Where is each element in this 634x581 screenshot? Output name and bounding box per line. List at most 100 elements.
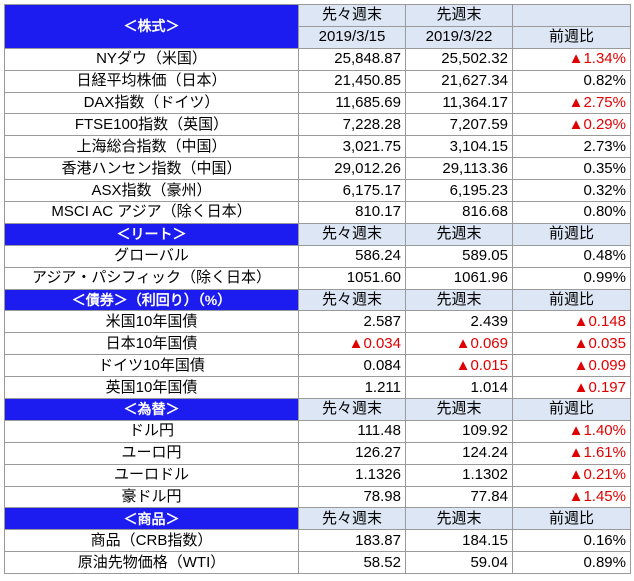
data-row: ユーロドル 1.1326 1.1302 ▲0.21% bbox=[4, 463, 631, 487]
value-cell: ▲0.148 bbox=[512, 310, 631, 334]
section-title: ＜債券＞（利回り）（%） bbox=[4, 288, 299, 312]
column-header: 前週比 bbox=[512, 288, 631, 312]
item-name: MSCI AC アジア（除く日本） bbox=[4, 201, 299, 224]
item-name: FTSE100指数（英国） bbox=[4, 113, 299, 137]
value-cell: 21,627.34 bbox=[405, 69, 513, 93]
value-cell: 124.24 bbox=[405, 441, 513, 465]
value-cell: 0.084 bbox=[298, 354, 406, 378]
data-row: アジア・パシフィック（除く日本） 1051.60 1061.96 0.99% bbox=[4, 266, 631, 290]
value-cell: ▲1.34% bbox=[512, 47, 631, 71]
value-cell: 0.89% bbox=[512, 551, 631, 575]
item-name: アジア・パシフィック（除く日本） bbox=[4, 266, 299, 290]
value-cell: 2.73% bbox=[512, 135, 631, 159]
item-name: ドイツ10年国債 bbox=[4, 354, 299, 378]
value-cell: 11,685.69 bbox=[298, 91, 406, 115]
value-cell: 78.98 bbox=[298, 485, 406, 509]
column-header: 前週比 bbox=[512, 507, 631, 531]
data-row: 米国10年国債 2.587 2.439 ▲0.148 bbox=[4, 310, 631, 334]
value-cell: 0.32% bbox=[512, 179, 631, 203]
value-cell: ▲1.61% bbox=[512, 441, 631, 465]
data-row: MSCI AC アジア（除く日本） 810.17 816.68 0.80% bbox=[4, 201, 631, 224]
item-name: NYダウ（米国） bbox=[4, 47, 299, 71]
column-header: 先々週末 bbox=[298, 288, 406, 312]
item-name: グローバル bbox=[4, 244, 299, 268]
value-cell: 3,021.75 bbox=[298, 135, 406, 159]
item-name: 原油先物価格（WTI） bbox=[4, 551, 299, 575]
column-header: 先々週末 bbox=[298, 398, 406, 421]
item-name: 日経平均株価（日本） bbox=[4, 69, 299, 93]
value-cell: 111.48 bbox=[298, 419, 406, 443]
value-cell: 11,364.17 bbox=[405, 91, 513, 115]
data-row: 日経平均株価（日本） 21,450.85 21,627.34 0.82% bbox=[4, 69, 631, 93]
value-cell: 58.52 bbox=[298, 551, 406, 575]
section-title: ＜株式＞ bbox=[4, 4, 299, 49]
data-row: 香港ハンセン指数（中国） 29,012.26 29,113.36 0.35% bbox=[4, 157, 631, 181]
data-row: 商品（CRB指数） 183.87 184.15 0.16% bbox=[4, 529, 631, 553]
value-cell: ▲0.099 bbox=[512, 354, 631, 378]
value-cell: 2.439 bbox=[405, 310, 513, 334]
column-header: 先週末 bbox=[405, 222, 513, 246]
value-cell: 1.1302 bbox=[405, 463, 513, 487]
item-name: DAX指数（ドイツ） bbox=[4, 91, 299, 115]
section-header-row: ＜リート＞ 先々週末 先週末 前週比 bbox=[4, 222, 631, 246]
column-header: 前週比 bbox=[512, 25, 631, 49]
value-cell: 816.68 bbox=[405, 201, 513, 224]
data-row: FTSE100指数（英国） 7,228.28 7,207.59 ▲0.29% bbox=[4, 113, 631, 137]
item-name: ASX指数（豪州） bbox=[4, 179, 299, 203]
column-header: 先週末 bbox=[405, 507, 513, 531]
value-cell: 1051.60 bbox=[298, 266, 406, 290]
item-name: 商品（CRB指数） bbox=[4, 529, 299, 553]
item-name: ドル円 bbox=[4, 419, 299, 443]
value-cell: 0.99% bbox=[512, 266, 631, 290]
value-cell: 184.15 bbox=[405, 529, 513, 553]
value-cell: 59.04 bbox=[405, 551, 513, 575]
value-cell: ▲0.034 bbox=[298, 332, 406, 356]
data-row: 豪ドル円 78.98 77.84 ▲1.45% bbox=[4, 485, 631, 509]
section-header-row: ＜株式＞ 先々週末 先週末 bbox=[4, 4, 631, 49]
value-cell: ▲0.015 bbox=[405, 354, 513, 378]
data-row: ドル円 111.48 109.92 ▲1.40% bbox=[4, 419, 631, 443]
value-cell: 183.87 bbox=[298, 529, 406, 553]
value-cell: 1061.96 bbox=[405, 266, 513, 290]
data-row: DAX指数（ドイツ） 11,685.69 11,364.17 ▲2.75% bbox=[4, 91, 631, 115]
item-name: 米国10年国債 bbox=[4, 310, 299, 334]
data-row: ドイツ10年国債 0.084 ▲0.015 ▲0.099 bbox=[4, 354, 631, 378]
value-cell: ▲2.75% bbox=[512, 91, 631, 115]
section-header-row: 2019/3/15 2019/3/22 前週比 bbox=[5, 25, 631, 49]
value-cell: 2.587 bbox=[298, 310, 406, 334]
value-cell: 1.211 bbox=[298, 376, 406, 400]
item-name: ユーロドル bbox=[4, 463, 299, 487]
column-header: 前週比 bbox=[512, 222, 631, 246]
value-cell: 0.35% bbox=[512, 157, 631, 181]
section-title: ＜商品＞ bbox=[4, 507, 299, 531]
value-cell: 77.84 bbox=[405, 485, 513, 509]
column-header: 先週末 bbox=[405, 288, 513, 312]
value-cell: 1.014 bbox=[405, 376, 513, 400]
item-name: 英国10年国債 bbox=[4, 376, 299, 400]
value-cell: 7,228.28 bbox=[298, 113, 406, 137]
section-title: ＜為替＞ bbox=[4, 398, 299, 421]
data-row: 上海総合指数（中国） 3,021.75 3,104.15 2.73% bbox=[4, 135, 631, 159]
column-header: 先週末 bbox=[405, 398, 513, 421]
item-name: 上海総合指数（中国） bbox=[4, 135, 299, 159]
value-cell: 109.92 bbox=[405, 419, 513, 443]
value-cell: ▲0.035 bbox=[512, 332, 631, 356]
value-cell: 6,175.17 bbox=[298, 179, 406, 203]
item-name: 香港ハンセン指数（中国） bbox=[4, 157, 299, 181]
section-title: ＜リート＞ bbox=[4, 222, 299, 246]
value-cell: 29,113.36 bbox=[405, 157, 513, 181]
market-table: ＜株式＞ 先々週末 先週末 2019/3/15 2019/3/22 前週比 NYダウ（米国）… bbox=[4, 4, 631, 575]
data-row: NYダウ（米国） 25,848.87 25,502.32 ▲1.34% bbox=[4, 47, 631, 71]
section-header-row: ＜商品＞ 先々週末 先週末 前週比 bbox=[4, 507, 631, 531]
value-cell: ▲1.45% bbox=[512, 485, 631, 509]
value-cell: 1.1326 bbox=[298, 463, 406, 487]
value-cell: 0.48% bbox=[512, 244, 631, 268]
column-header: 先週末 bbox=[405, 4, 513, 27]
data-row: 英国10年国債 1.211 1.014 ▲0.197 bbox=[4, 376, 631, 400]
value-cell: ▲0.21% bbox=[512, 463, 631, 487]
column-date: 2019/3/15 bbox=[298, 25, 406, 49]
value-cell: 810.17 bbox=[298, 201, 406, 224]
item-name: 日本10年国債 bbox=[4, 332, 299, 356]
value-cell: ▲1.40% bbox=[512, 419, 631, 443]
column-header: 先々週末 bbox=[298, 4, 406, 27]
